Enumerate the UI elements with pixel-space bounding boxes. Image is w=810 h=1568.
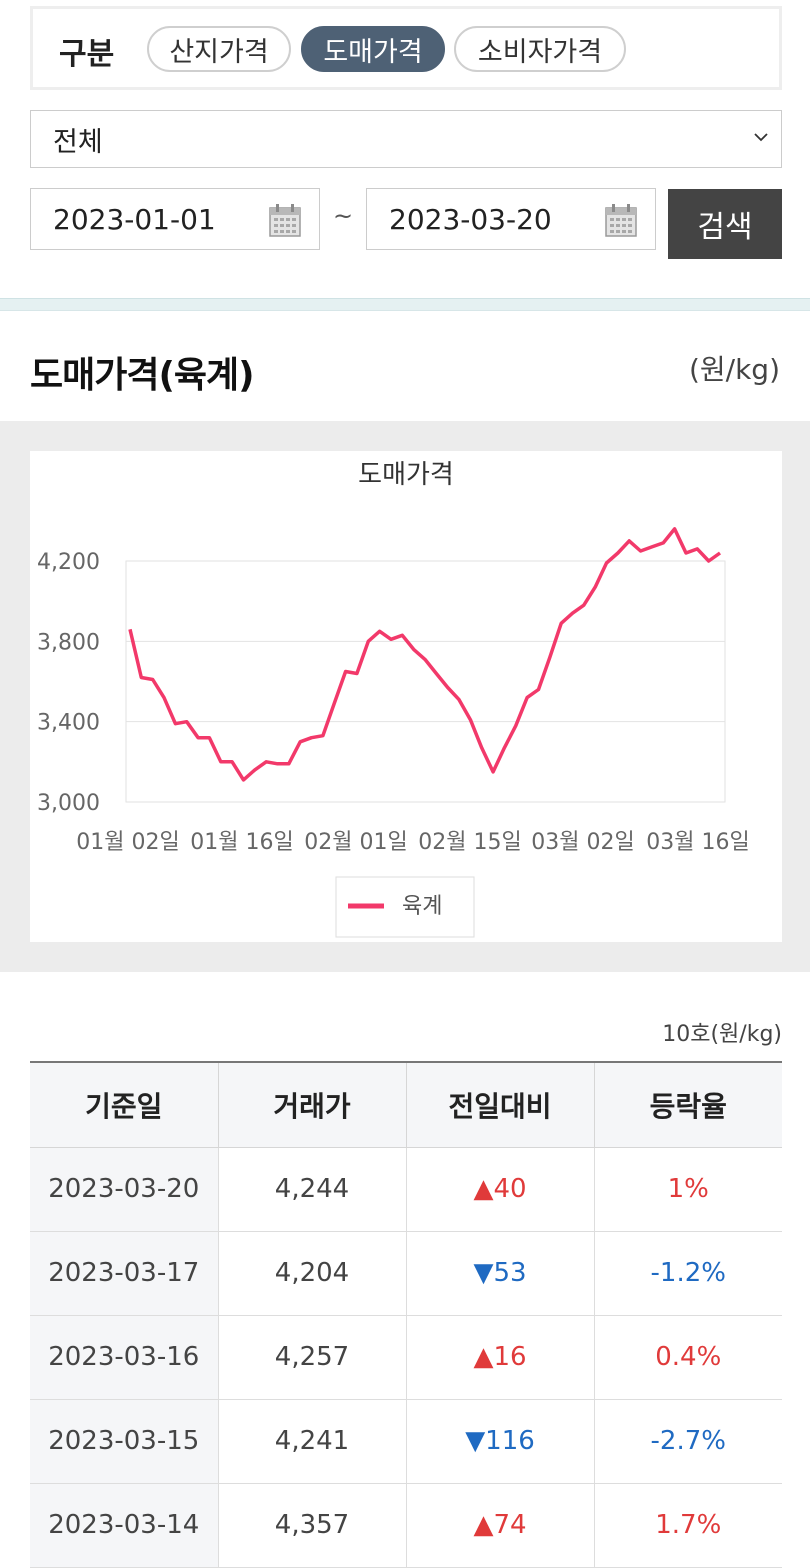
price-table: 기준일 거래가 전일대비 등락율 2023-03-20 4,244 ▲40 1%… — [30, 1061, 782, 1568]
row-date: 2023-03-15 — [30, 1399, 219, 1484]
series-line — [128, 527, 722, 782]
filter-label: 구분 — [59, 37, 115, 72]
x-tick-label: 02월 01일 — [304, 830, 407, 855]
row-change: ▲16 — [406, 1315, 595, 1400]
section-divider — [0, 298, 810, 311]
row-rate: 0.4% — [594, 1315, 782, 1400]
end-date-input[interactable]: 2023-03-20 — [366, 188, 656, 250]
product-select-value: 전체 — [53, 126, 103, 158]
header-date: 기준일 — [30, 1061, 219, 1148]
date-separator: ~ — [333, 202, 354, 230]
price-chart-svg: 도매가격 4,200 3,800 3,400 3,000 01월 02일 01월 16일 02… — [37, 460, 750, 938]
product-select[interactable]: 전체 — [30, 110, 782, 168]
row-date: 2023-03-16 — [30, 1315, 219, 1400]
y-tick-label: 3,000 — [37, 791, 100, 816]
section-unit: (원/kg) — [688, 353, 780, 386]
table-unit: 10호(원/kg) — [662, 1022, 782, 1047]
table-row: 2023-03-16 4,257 ▲16 0.4% — [30, 1315, 782, 1400]
end-date-value: 2023-03-20 — [389, 202, 552, 236]
row-price: 4,244 — [218, 1147, 407, 1232]
row-change: ▼116 — [406, 1399, 595, 1484]
price-chart: 도매가격 4,200 3,800 3,400 3,000 01월 02일 01월 16일 02… — [30, 451, 782, 942]
y-tick-label: 4,200 — [37, 550, 100, 575]
search-button[interactable]: 검색 — [668, 189, 782, 259]
calendar-icon[interactable] — [269, 203, 301, 237]
section-title: 도매가격(육계) — [30, 355, 255, 396]
row-rate: -1.2% — [594, 1231, 782, 1316]
header-rate: 등락율 — [594, 1061, 782, 1148]
tab-wholesale-price[interactable]: 도매가격 — [301, 26, 445, 72]
x-tick-label: 03월 02일 — [531, 830, 634, 855]
row-rate: -2.7% — [594, 1399, 782, 1484]
row-date: 2023-03-14 — [30, 1483, 219, 1568]
start-date-input[interactable]: 2023-01-01 — [30, 188, 320, 250]
table-row: 2023-03-17 4,204 ▼53 -1.2% — [30, 1231, 782, 1316]
y-tick-label: 3,400 — [37, 711, 100, 736]
row-price: 4,204 — [218, 1231, 407, 1316]
x-tick-label: 01월 02일 — [76, 830, 179, 855]
plot-frame — [125, 560, 726, 803]
x-tick-label: 01월 16일 — [190, 830, 293, 855]
x-tick-label: 03월 16일 — [646, 830, 749, 855]
header-change: 전일대비 — [406, 1061, 595, 1148]
legend-label: 육계 — [402, 894, 442, 919]
row-price: 4,241 — [218, 1399, 407, 1484]
y-tick-label: 3,800 — [37, 630, 100, 655]
calendar-icon[interactable] — [605, 203, 637, 237]
tab-consumer-price[interactable]: 소비자가격 — [454, 26, 626, 72]
tab-origin-price[interactable]: 산지가격 — [147, 26, 291, 72]
x-tick-label: 02월 15일 — [418, 830, 521, 855]
header-price: 거래가 — [218, 1061, 407, 1148]
row-date: 2023-03-20 — [30, 1147, 219, 1232]
start-date-value: 2023-01-01 — [53, 202, 216, 236]
chevron-down-icon — [754, 133, 768, 142]
table-row: 2023-03-20 4,244 ▲40 1% — [30, 1147, 782, 1232]
row-rate: 1.7% — [594, 1483, 782, 1568]
row-change: ▲40 — [406, 1147, 595, 1232]
table-row: 2023-03-14 4,357 ▲74 1.7% — [30, 1483, 782, 1568]
row-change: ▼53 — [406, 1231, 595, 1316]
row-date: 2023-03-17 — [30, 1231, 219, 1316]
table-header-row: 기준일 거래가 전일대비 등락율 — [30, 1061, 782, 1148]
row-change: ▲74 — [406, 1483, 595, 1568]
chart-title: 도매가격 — [358, 460, 454, 490]
table-row: 2023-03-15 4,241 ▼116 -2.7% — [30, 1399, 782, 1484]
row-price: 4,357 — [218, 1483, 407, 1568]
row-rate: 1% — [594, 1147, 782, 1232]
row-price: 4,257 — [218, 1315, 407, 1400]
category-filter: 구분 산지가격 도매가격 소비자가격 — [30, 6, 782, 90]
